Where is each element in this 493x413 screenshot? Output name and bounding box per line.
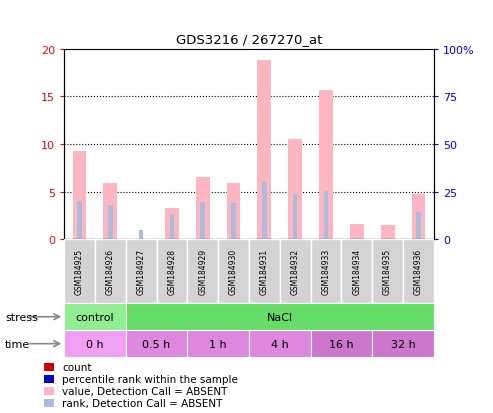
- Text: GSM184934: GSM184934: [352, 249, 361, 294]
- Bar: [257, 61, 271, 240]
- Bar: [43, 387, 54, 395]
- Bar: [280, 240, 311, 304]
- Bar: [77, 202, 82, 240]
- Bar: [170, 215, 174, 240]
- Text: 4 h: 4 h: [271, 339, 289, 349]
- Text: 32 h: 32 h: [390, 339, 416, 349]
- Bar: [249, 240, 280, 304]
- Text: GSM184936: GSM184936: [414, 249, 423, 294]
- Text: GSM184933: GSM184933: [321, 249, 330, 294]
- Bar: [350, 224, 364, 240]
- Text: 0 h: 0 h: [86, 339, 104, 349]
- Bar: [104, 183, 117, 240]
- Bar: [341, 240, 372, 304]
- Bar: [126, 240, 157, 304]
- Text: GSM184932: GSM184932: [291, 249, 300, 294]
- Bar: [43, 375, 54, 383]
- Bar: [324, 191, 328, 240]
- Bar: [108, 205, 112, 240]
- Text: GDS3216 / 267270_at: GDS3216 / 267270_at: [176, 33, 322, 45]
- Text: value, Detection Call = ABSENT: value, Detection Call = ABSENT: [63, 386, 228, 396]
- Text: time: time: [5, 339, 30, 349]
- Bar: [64, 330, 126, 357]
- Text: control: control: [75, 312, 114, 322]
- Bar: [372, 240, 403, 304]
- Bar: [64, 240, 95, 304]
- Bar: [187, 330, 249, 357]
- Text: 1 h: 1 h: [210, 339, 227, 349]
- Bar: [319, 90, 333, 240]
- Bar: [381, 225, 394, 240]
- Bar: [403, 240, 434, 304]
- Bar: [165, 208, 179, 240]
- Bar: [201, 202, 205, 240]
- Bar: [139, 230, 143, 240]
- Text: GSM184931: GSM184931: [260, 249, 269, 294]
- Bar: [95, 240, 126, 304]
- Bar: [227, 183, 241, 240]
- Bar: [72, 151, 86, 240]
- Bar: [288, 140, 302, 240]
- Text: 0.5 h: 0.5 h: [142, 339, 171, 349]
- Bar: [231, 204, 236, 240]
- Bar: [196, 178, 210, 240]
- Text: 16 h: 16 h: [329, 339, 353, 349]
- Bar: [64, 304, 126, 330]
- Text: GSM184927: GSM184927: [137, 249, 145, 294]
- Bar: [293, 195, 297, 240]
- Text: NaCl: NaCl: [267, 312, 293, 322]
- Text: GSM184930: GSM184930: [229, 249, 238, 294]
- Bar: [311, 240, 341, 304]
- Text: GSM184925: GSM184925: [75, 249, 84, 294]
- Text: GSM184935: GSM184935: [383, 249, 392, 294]
- Bar: [412, 195, 425, 240]
- Bar: [157, 240, 187, 304]
- Text: GSM184926: GSM184926: [106, 249, 115, 294]
- Bar: [416, 212, 421, 240]
- Bar: [126, 330, 187, 357]
- Text: count: count: [63, 362, 92, 372]
- Bar: [218, 240, 249, 304]
- Bar: [311, 330, 372, 357]
- Text: rank, Detection Call = ABSENT: rank, Detection Call = ABSENT: [63, 398, 223, 408]
- Text: percentile rank within the sample: percentile rank within the sample: [63, 374, 238, 384]
- Bar: [43, 399, 54, 407]
- Text: GSM184928: GSM184928: [168, 249, 176, 294]
- Bar: [187, 240, 218, 304]
- Bar: [372, 330, 434, 357]
- Bar: [126, 304, 434, 330]
- Bar: [262, 183, 267, 240]
- Text: GSM184929: GSM184929: [198, 249, 207, 294]
- Bar: [249, 330, 311, 357]
- Bar: [43, 363, 54, 371]
- Text: stress: stress: [5, 312, 38, 322]
